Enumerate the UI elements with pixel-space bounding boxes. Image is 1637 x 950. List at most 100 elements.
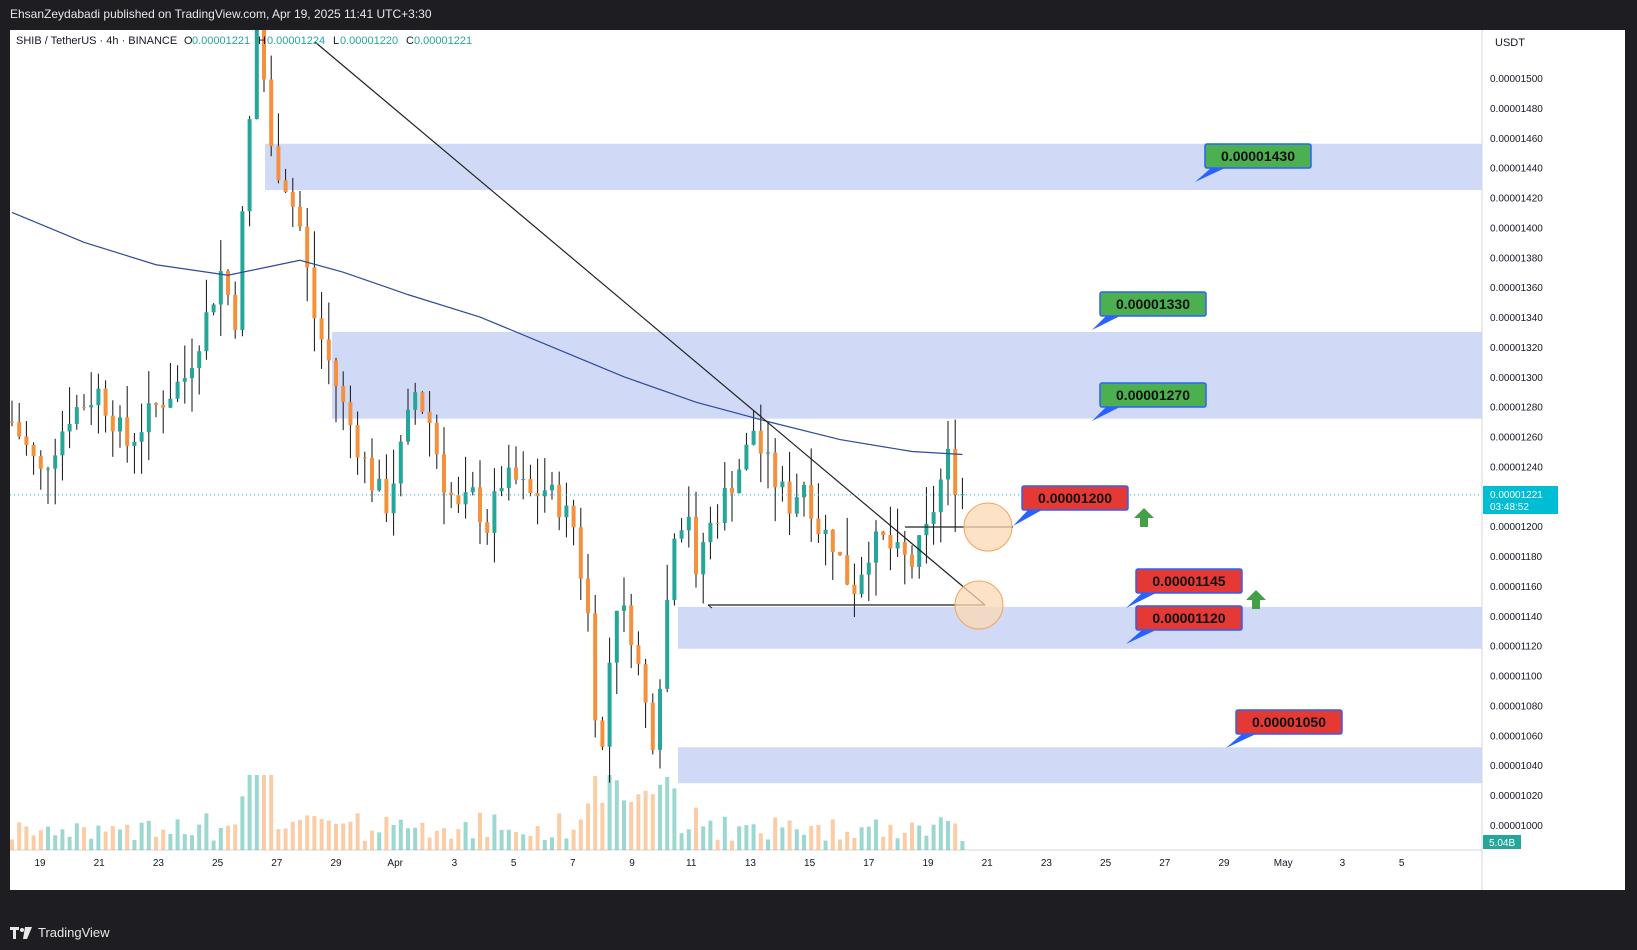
candle-body[interactable] [226, 271, 230, 295]
candle-body[interactable] [528, 479, 533, 494]
candle-body[interactable] [888, 535, 893, 549]
candle-body[interactable] [650, 702, 655, 750]
candle-body[interactable] [859, 574, 864, 595]
candle-body[interactable] [830, 529, 835, 553]
candle-body[interactable] [535, 493, 540, 497]
candle-body[interactable] [665, 600, 670, 689]
candle-body[interactable] [658, 688, 662, 750]
candle-body[interactable] [434, 422, 439, 455]
candle-body[interactable] [442, 454, 446, 493]
breakout-circle[interactable] [963, 502, 1013, 552]
candle-body[interactable] [17, 421, 22, 437]
candle-body[interactable] [521, 479, 526, 481]
candle-body[interactable] [787, 481, 792, 514]
price-zone[interactable] [678, 747, 1482, 784]
candle-body[interactable] [902, 542, 907, 555]
price-axis[interactable]: 0.00001500 0.00001480 0.00001460 0.00001440… [1490, 74, 1543, 832]
candle-body[interactable] [636, 645, 641, 665]
candle-body[interactable] [881, 531, 886, 536]
candle-body[interactable] [362, 457, 367, 459]
candle-body[interactable] [197, 351, 202, 369]
candle-body[interactable] [744, 444, 749, 470]
candle-body[interactable] [600, 720, 605, 747]
candle-body[interactable] [161, 405, 166, 408]
target-label[interactable]: 0.00001120 [1126, 605, 1243, 644]
candle-body[interactable] [240, 211, 245, 331]
candle-body[interactable] [420, 392, 425, 412]
candle-body[interactable] [254, 0, 259, 120]
candle-body[interactable] [578, 527, 583, 579]
candle-body[interactable] [708, 522, 713, 543]
candle-body[interactable] [67, 423, 72, 432]
candle-body[interactable] [514, 467, 518, 480]
candle-body[interactable] [60, 431, 65, 456]
candle-body[interactable] [319, 318, 324, 340]
apex-circle[interactable] [954, 580, 1004, 630]
candle-body[interactable] [168, 398, 173, 408]
candle-body[interactable] [492, 491, 497, 533]
candle-body[interactable] [182, 378, 187, 382]
candle-body[interactable] [276, 146, 281, 181]
candle-body[interactable] [204, 312, 209, 352]
candle-body[interactable] [946, 448, 950, 480]
candle-body[interactable] [46, 468, 50, 470]
candle-body[interactable] [125, 417, 130, 446]
candle-body[interactable] [593, 613, 598, 721]
candle-body[interactable] [499, 488, 504, 492]
moving-average-line[interactable] [11, 211, 963, 456]
candle-body[interactable] [895, 542, 900, 549]
target-label[interactable]: 0.00001145 [1126, 568, 1243, 608]
candle-body[interactable] [751, 430, 756, 445]
candle-body[interactable] [262, 0, 266, 80]
triangle-left-edge[interactable] [707, 604, 713, 609]
candle-body[interactable] [758, 430, 763, 454]
candle-body[interactable] [715, 522, 720, 524]
candle-body[interactable] [809, 484, 814, 519]
candle-body[interactable] [10, 421, 14, 423]
candle-body[interactable] [542, 490, 547, 497]
candle-body[interactable] [269, 79, 274, 147]
candle-body[interactable] [571, 505, 576, 528]
candle-body[interactable] [132, 441, 137, 446]
candle-body[interactable] [938, 479, 943, 513]
candle-body[interactable] [802, 484, 806, 498]
candle-body[interactable] [334, 360, 338, 387]
candle-body[interactable] [74, 407, 79, 424]
candle-body[interactable] [146, 403, 151, 433]
candle-body[interactable] [953, 448, 958, 496]
candle-body[interactable] [38, 456, 43, 469]
price-zone[interactable] [678, 606, 1482, 649]
candle-body[interactable] [694, 516, 698, 575]
candle-body[interactable] [326, 339, 331, 361]
candle-body[interactable] [175, 381, 180, 399]
candle-body[interactable] [398, 441, 403, 484]
candle-body[interactable] [672, 538, 677, 601]
candle-body[interactable] [82, 407, 86, 409]
candle-body[interactable] [866, 562, 871, 575]
candle-body[interactable] [780, 481, 785, 488]
candle-body[interactable] [211, 304, 216, 313]
candle-body[interactable] [218, 271, 223, 305]
candle-body[interactable] [766, 452, 770, 454]
descending-trendline[interactable] [314, 41, 986, 606]
candle-body[interactable] [103, 388, 108, 416]
candle-body[interactable] [910, 554, 914, 567]
candle-body[interactable] [931, 512, 936, 524]
candle-body[interactable] [305, 226, 310, 268]
chart-frame[interactable]: 0.00001430 0.00001330 0.00001270 0.00001200… [10, 0, 1625, 890]
candle-body[interactable] [427, 411, 432, 423]
candle-body[interactable] [478, 487, 482, 523]
candle-body[interactable] [283, 180, 288, 192]
target-label[interactable]: 0.00001200 [1013, 485, 1129, 526]
candle-body[interactable] [550, 484, 554, 491]
candle-body[interactable] [118, 417, 122, 432]
candle-body[interactable] [24, 436, 29, 446]
candle-body[interactable] [406, 409, 410, 442]
candle-body[interactable] [643, 664, 648, 703]
candle-body[interactable] [722, 487, 727, 523]
candle-body[interactable] [456, 495, 461, 505]
candle-body[interactable] [154, 403, 158, 406]
candle-body[interactable] [557, 484, 562, 518]
candle-body[interactable] [686, 516, 691, 531]
candle-body[interactable] [845, 555, 850, 585]
